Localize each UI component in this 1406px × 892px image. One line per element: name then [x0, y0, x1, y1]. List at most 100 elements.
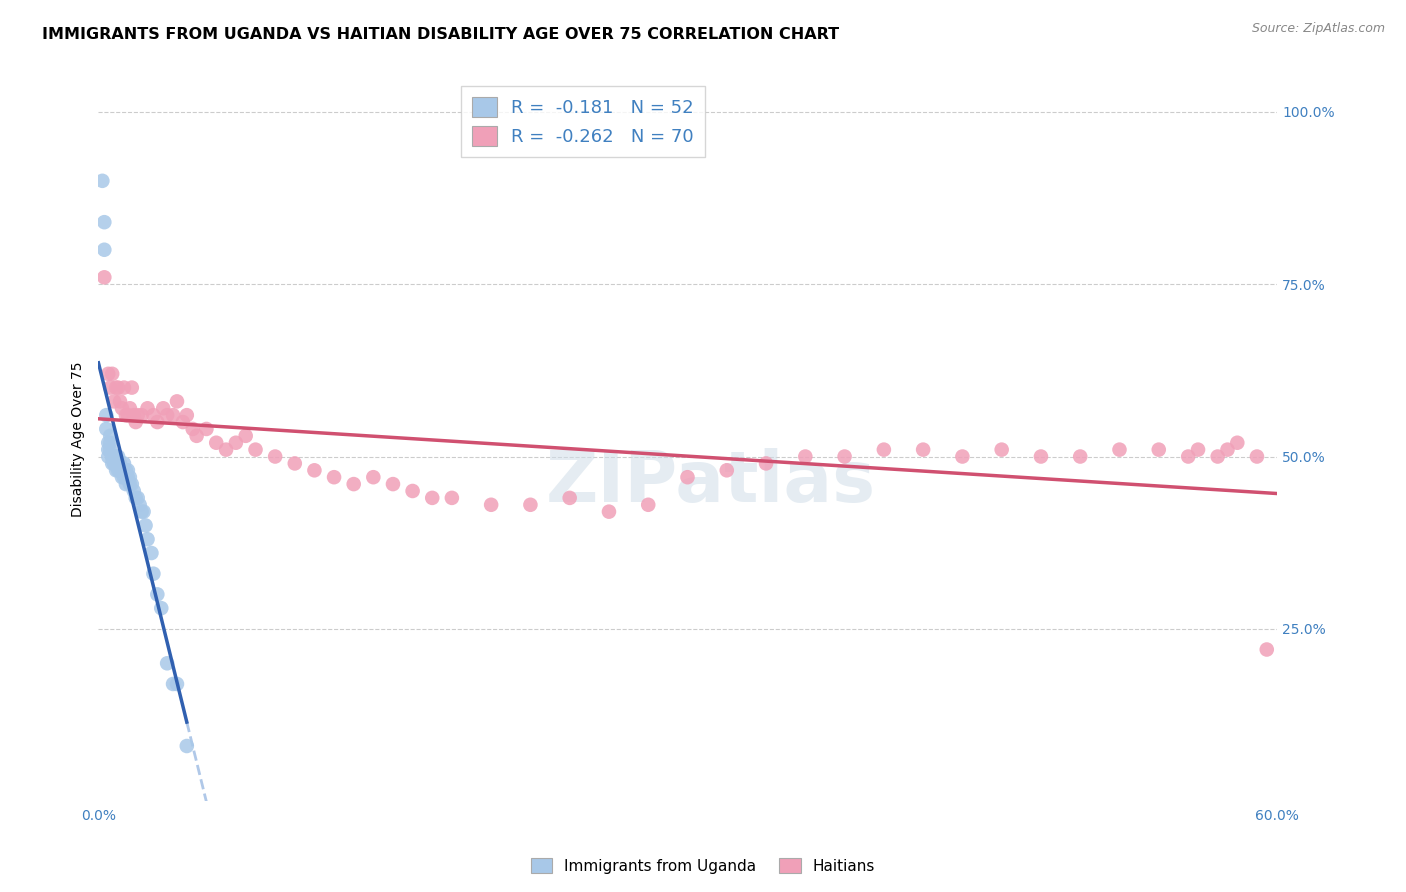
Point — [107, 450, 129, 464]
Point — [1216, 442, 1239, 457]
Point — [1069, 450, 1091, 464]
Point — [558, 491, 581, 505]
Point — [111, 401, 134, 416]
Point — [132, 505, 155, 519]
Point — [1108, 442, 1130, 457]
Point — [794, 450, 817, 464]
Point — [93, 243, 115, 257]
Point — [101, 457, 124, 471]
Point — [176, 739, 198, 753]
Point — [1226, 435, 1249, 450]
Point — [284, 457, 307, 471]
Point — [112, 457, 135, 471]
Point — [135, 518, 157, 533]
Point — [401, 483, 423, 498]
Point — [111, 470, 134, 484]
Point — [186, 429, 208, 443]
Point — [1147, 442, 1170, 457]
Point — [98, 429, 121, 443]
Point — [97, 435, 120, 450]
Text: Source: ZipAtlas.com: Source: ZipAtlas.com — [1251, 22, 1385, 36]
Point — [111, 463, 134, 477]
Point — [1029, 450, 1052, 464]
Text: IMMIGRANTS FROM UGANDA VS HAITIAN DISABILITY AGE OVER 75 CORRELATION CHART: IMMIGRANTS FROM UGANDA VS HAITIAN DISABI… — [42, 27, 839, 42]
Point — [1256, 642, 1278, 657]
Point — [225, 435, 247, 450]
Point — [873, 442, 896, 457]
Point — [118, 470, 141, 484]
Point — [93, 270, 115, 285]
Point — [440, 491, 463, 505]
Point — [98, 442, 121, 457]
Point — [125, 415, 148, 429]
Point — [97, 450, 120, 464]
Point — [215, 442, 238, 457]
Point — [117, 408, 139, 422]
Point — [93, 215, 115, 229]
Point — [420, 491, 443, 505]
Point — [755, 457, 778, 471]
Point — [96, 408, 118, 422]
Point — [146, 587, 169, 601]
Point — [103, 394, 125, 409]
Point — [105, 463, 128, 477]
Legend: R =  -0.181   N = 52, R =  -0.262   N = 70: R = -0.181 N = 52, R = -0.262 N = 70 — [461, 87, 704, 157]
Point — [343, 477, 366, 491]
Point — [176, 408, 198, 422]
Point — [990, 442, 1012, 457]
Point — [107, 381, 129, 395]
Point — [245, 442, 267, 457]
Point — [162, 408, 184, 422]
Point — [637, 498, 659, 512]
Point — [152, 401, 174, 416]
Point — [105, 457, 128, 471]
Point — [97, 367, 120, 381]
Point — [101, 367, 124, 381]
Point — [103, 457, 125, 471]
Point — [112, 381, 135, 395]
Point — [150, 601, 173, 615]
Point — [118, 477, 141, 491]
Point — [115, 408, 138, 422]
Point — [105, 381, 128, 395]
Point — [716, 463, 738, 477]
Legend: Immigrants from Uganda, Haitians: Immigrants from Uganda, Haitians — [524, 852, 882, 880]
Point — [131, 408, 153, 422]
Point — [98, 381, 121, 395]
Y-axis label: Disability Age Over 75: Disability Age Over 75 — [72, 361, 86, 517]
Point — [304, 463, 326, 477]
Point — [117, 470, 139, 484]
Point — [141, 546, 163, 560]
Point — [195, 422, 218, 436]
Point — [117, 463, 139, 477]
Point — [108, 394, 131, 409]
Point — [323, 470, 346, 484]
Point — [136, 401, 159, 416]
Point — [264, 450, 287, 464]
Point — [1246, 450, 1268, 464]
Point — [112, 470, 135, 484]
Point — [142, 566, 165, 581]
Point — [952, 450, 974, 464]
Point — [115, 477, 138, 491]
Point — [122, 408, 145, 422]
Point — [118, 401, 141, 416]
Point — [103, 450, 125, 464]
Point — [98, 435, 121, 450]
Point — [96, 422, 118, 436]
Point — [108, 463, 131, 477]
Point — [1187, 442, 1209, 457]
Point — [912, 442, 935, 457]
Point — [122, 483, 145, 498]
Point — [479, 498, 502, 512]
Point — [101, 450, 124, 464]
Point — [235, 429, 257, 443]
Text: ZIPatlas: ZIPatlas — [546, 448, 876, 517]
Point — [131, 505, 153, 519]
Point — [1177, 450, 1199, 464]
Point — [97, 442, 120, 457]
Point — [172, 415, 194, 429]
Point — [121, 381, 143, 395]
Point — [381, 477, 404, 491]
Point — [103, 457, 125, 471]
